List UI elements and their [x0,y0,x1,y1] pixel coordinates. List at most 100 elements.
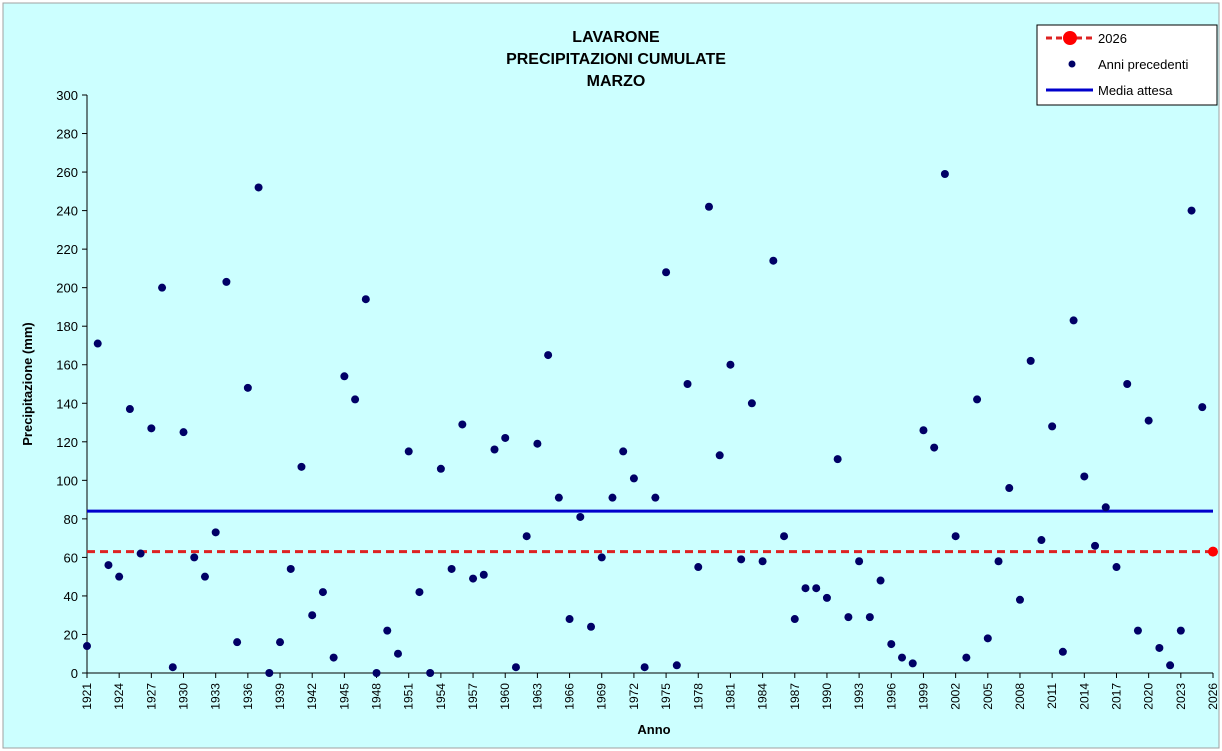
y-tick-label: 240 [56,204,78,219]
data-point-2012 [1058,647,1067,656]
x-tick-group: 1921 1924 1927 1930 1933 1936 1939 1942 1945 1948… [80,673,1220,710]
data-point-1976 [672,661,681,670]
x-tick-label: 1960 [498,683,512,710]
legend-mean-label: Media attesa [1098,83,1173,98]
data-point-2004 [973,395,982,404]
data-point-1991 [833,455,842,464]
data-point-1982 [737,555,746,564]
y-axis-title: Precipitazione (mm) [20,322,35,446]
data-point-1960 [501,433,510,442]
data-point-1980 [715,451,724,460]
data-point-1954 [436,464,445,473]
x-tick-label: 1969 [595,683,609,710]
data-point-2006 [994,557,1003,566]
data-point-1994 [865,613,874,622]
data-point-2007 [1005,484,1014,493]
data-point-2017 [1112,563,1121,572]
data-point-2003 [962,653,971,662]
data-point-1961 [511,663,520,672]
data-point-1973 [640,663,649,672]
x-tick-label: 1963 [530,683,544,710]
data-point-2025 [1198,403,1207,412]
y-tick-label: 220 [56,242,78,257]
data-point-1931 [190,553,199,562]
x-tick-label: 1966 [563,683,577,710]
data-point-1996 [887,640,896,649]
data-point-1968 [587,622,596,631]
x-tick-label: 1993 [852,683,866,710]
y-tick-label: 80 [64,512,78,527]
legend-current-label: 2026 [1098,31,1127,46]
x-axis-title: Anno [637,722,670,737]
data-point-1958 [479,570,488,579]
y-tick-label: 20 [64,627,78,642]
data-point-1940 [286,564,295,573]
data-point-1936 [243,383,252,392]
x-tick-label: 1978 [691,683,705,710]
data-point-1979 [704,202,713,211]
data-point-1945 [340,372,349,381]
data-point-2019 [1133,626,1142,635]
data-point-1997 [898,653,907,662]
data-point-2024 [1187,206,1196,215]
y-tick-label: 300 [56,88,78,103]
x-tick-label: 1933 [209,683,223,710]
data-point-2018 [1123,380,1132,388]
x-tick-label: 1996 [884,683,898,710]
data-point-1938 [265,669,274,677]
x-tick-label: 1987 [788,683,802,710]
x-tick-label: 1927 [144,683,158,710]
data-point-2013 [1069,316,1078,325]
y-tick-group: 0 20 40 60 80 100 120 140 160 180 200 220 240 260 280 3… [56,88,87,681]
x-tick-label: 1972 [627,683,641,710]
data-point-1971 [619,447,628,456]
data-point-1985 [769,256,778,265]
data-point-2015 [1091,541,1100,550]
x-tick-label: 2023 [1174,683,1188,710]
data-point-2014 [1080,472,1089,481]
data-point-1963 [533,439,542,448]
data-point-1926 [136,549,145,558]
data-point-1990 [822,593,831,602]
data-point-1927 [147,424,156,433]
data-point-1942 [308,611,317,620]
data-point-1922 [93,339,102,348]
data-point-1952 [415,588,424,597]
data-point-1978 [694,563,703,572]
data-point-1977 [683,380,692,388]
y-tick-label: 100 [56,473,78,488]
x-tick-label: 2017 [1109,683,1123,710]
x-tick-label: 2005 [981,683,995,710]
data-point-2005 [983,634,992,643]
data-point-1995 [876,576,885,585]
x-tick-label: 1981 [723,683,737,710]
y-tick-label: 60 [64,550,78,565]
x-tick-label: 1951 [402,683,416,710]
data-point-2002 [951,532,960,541]
data-point-1947 [361,295,370,304]
data-point-2008 [1015,595,1024,604]
data-point-1984 [758,557,767,566]
data-point-1925 [125,405,134,414]
data-point-1934 [222,277,231,286]
legend-points-label: Anni precedenti [1098,57,1188,72]
data-point-2011 [1048,422,1057,431]
x-tick-label: 1975 [659,683,673,710]
legend-points-marker [1068,60,1076,68]
x-tick-label: 1921 [80,683,94,710]
data-point-1969 [597,553,606,562]
data-point-1999 [919,426,928,435]
data-point-1965 [554,493,563,502]
data-point-1974 [651,493,660,502]
data-point-1964 [544,351,553,360]
y-tick-label: 180 [56,319,78,334]
x-tick-label: 1957 [466,683,480,710]
data-point-2021 [1155,643,1164,652]
x-tick-label: 1930 [177,683,191,710]
data-point-2009 [1026,356,1035,365]
data-point-1998 [908,659,917,668]
data-point-1959 [490,445,499,454]
x-tick-label: 1939 [273,683,287,710]
